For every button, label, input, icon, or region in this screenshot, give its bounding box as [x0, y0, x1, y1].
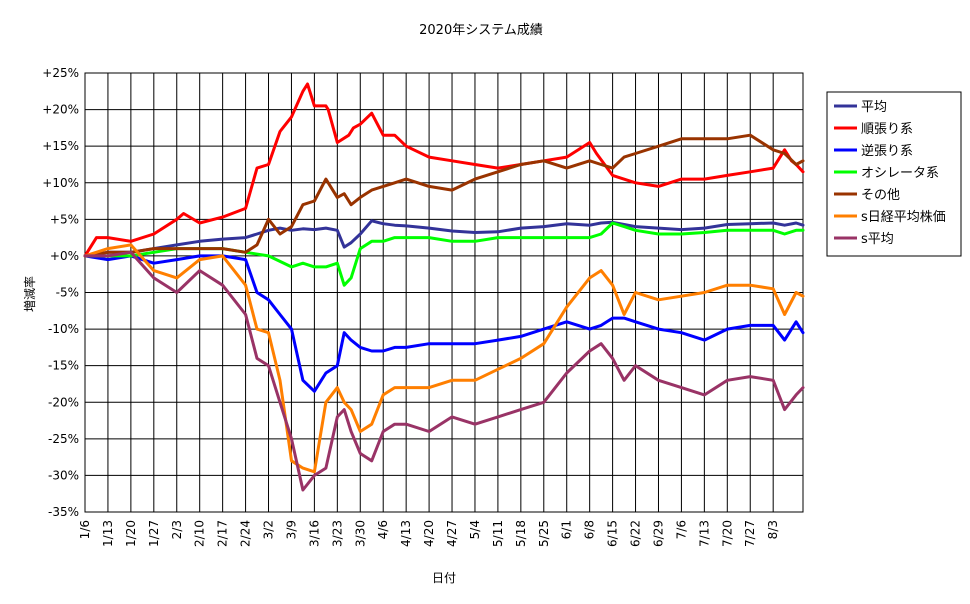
y-tick-label: -35%: [48, 505, 79, 519]
grid-lines: [84, 72, 803, 513]
x-tick-label: 3/16: [307, 520, 321, 547]
y-tick-label: -10%: [48, 322, 79, 336]
y-tick-label: +10%: [42, 176, 79, 190]
x-tick-label: 8/3: [766, 520, 780, 539]
x-tick-label: 1/20: [124, 520, 138, 547]
legend-label: 逆張り系: [861, 143, 913, 159]
x-tick-label: 3/23: [330, 520, 344, 547]
legend-box: [826, 91, 962, 257]
series-line: [83, 243, 805, 474]
x-tick-label: 3/30: [353, 520, 367, 547]
y-tick-label: +0%: [50, 249, 79, 263]
x-tick-label: 4/6: [376, 520, 390, 539]
legend-label: 順張り系: [861, 122, 913, 137]
x-tick-label: 5/25: [537, 520, 551, 547]
y-axis-tick-labels: +25% +20% +15% +10% +5% +0% -5% -10% -15% -20% -25…: [42, 66, 79, 519]
legend-label: 平均: [861, 100, 887, 115]
legend-label: s平均: [861, 232, 894, 247]
series-line: [83, 250, 805, 492]
x-tick-label: 1/6: [78, 520, 92, 539]
x-tick-label: 5/4: [468, 520, 482, 539]
x-tick-label: 6/15: [606, 520, 620, 547]
x-tick-label: 1/27: [147, 520, 161, 547]
y-tick-label: +5%: [50, 212, 79, 226]
y-tick-label: +20%: [42, 103, 79, 117]
x-tick-label: 7/6: [674, 520, 688, 539]
x-tick-label: 4/20: [422, 520, 436, 547]
y-tick-label: -25%: [48, 432, 79, 446]
chart-title: 2020年システム成績: [419, 23, 543, 38]
x-tick-label: 2/24: [239, 520, 253, 547]
y-axis-label: 増減率: [22, 276, 37, 312]
y-tick-label: -15%: [48, 359, 79, 373]
y-tick-label: -30%: [48, 468, 79, 482]
series-lines: [83, 82, 805, 492]
series-line: [83, 219, 805, 258]
x-tick-label: 6/1: [560, 520, 574, 539]
x-tick-label: 6/22: [629, 520, 643, 547]
x-tick-label: 3/2: [262, 520, 276, 539]
y-tick-label: -5%: [56, 286, 79, 300]
legend-label: オシレータ系: [861, 166, 939, 181]
x-tick-label: 2/17: [216, 520, 230, 547]
series-line: [83, 133, 805, 258]
x-tick-label: 3/9: [284, 520, 298, 539]
x-tick-label: 7/13: [697, 520, 711, 547]
x-tick-label: 7/27: [743, 520, 757, 547]
x-tick-label: 7/20: [720, 520, 734, 547]
series-line: [83, 82, 805, 258]
y-tick-label: -20%: [48, 395, 79, 409]
x-tick-label: 4/13: [399, 520, 413, 547]
x-tick-label: 6/8: [583, 520, 597, 539]
x-axis-label: 日付: [432, 571, 456, 585]
x-tick-label: 2/3: [170, 520, 184, 539]
series-line: [83, 254, 805, 393]
legend-label: その他: [861, 188, 900, 203]
legend-label: s日経平均株価: [861, 210, 946, 225]
y-tick-label: +15%: [42, 139, 79, 153]
x-tick-label: 4/27: [445, 520, 459, 547]
x-tick-label: 1/13: [101, 520, 115, 547]
x-axis-tick-labels: 1/6 1/13 1/20 1/27 2/3 2/10 2/17 2/24 3/2 3/9 3/16…: [78, 520, 780, 547]
x-tick-label: 6/29: [651, 520, 665, 547]
y-tick-label: +25%: [42, 66, 79, 80]
x-tick-label: 5/18: [514, 520, 528, 547]
x-tick-label: 5/11: [491, 520, 505, 547]
x-tick-label: 2/10: [193, 520, 207, 547]
